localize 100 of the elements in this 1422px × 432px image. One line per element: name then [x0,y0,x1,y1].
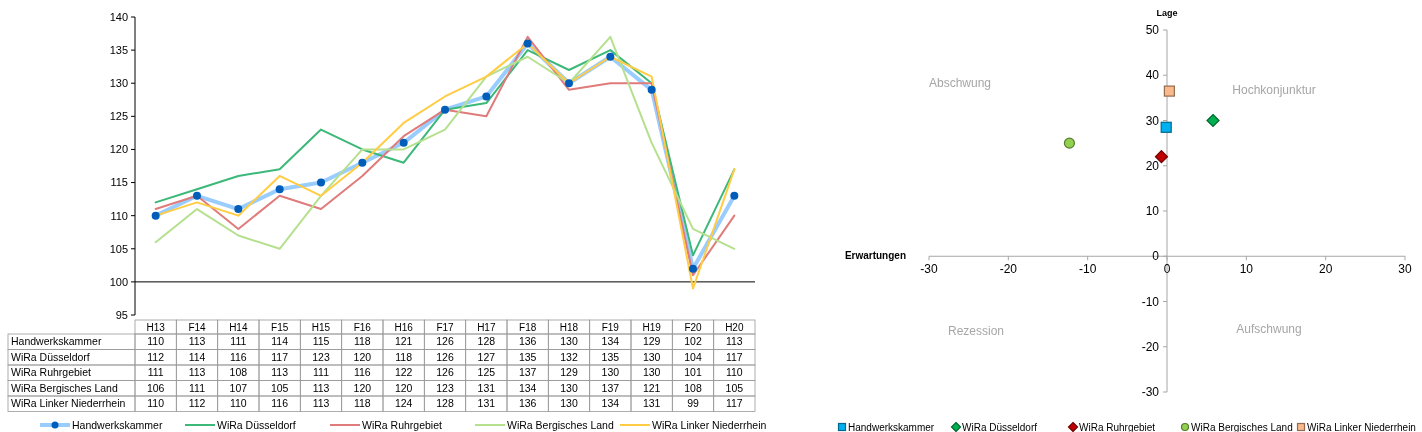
data-label: 99 [687,397,699,410]
data-label: 130 [560,381,578,394]
y-tick-label: 50 [1145,23,1160,38]
data-label: 123 [312,350,330,363]
data-label: 136 [518,397,537,410]
data-label: 126 [436,335,454,348]
x-tick-label: F14 [188,321,207,333]
text: Handwerkskammer [11,335,102,348]
y-tick-label: 125 [109,110,128,123]
data-label: 117 [725,397,743,410]
data-label: 111 [189,381,206,394]
text: WiRa Düsseldorf [11,350,90,363]
x-tick-label: -10 [1078,262,1097,277]
data-label: 110 [725,366,743,379]
data-label: 118 [353,335,371,348]
x-tick-label: H19 [642,321,662,333]
data-label: 132 [560,350,578,363]
x-tick-label: F20 [684,321,703,333]
data-label: 110 [147,397,165,410]
data-label: 120 [353,350,372,363]
y-tick-label: 110 [110,209,128,222]
data-label: 116 [353,366,371,379]
legend-label: WiRa Düsseldorf [217,419,296,431]
data-label: 128 [436,397,454,410]
data-label: 122 [394,366,413,379]
data-label: 106 [146,381,165,394]
data-label: 116 [229,350,247,363]
data-label: 111 [313,366,330,379]
data-label: 129 [560,366,578,379]
text: WiRa Linker Niederrhein [11,397,126,410]
data-label: 130 [601,366,620,379]
data-label: 130 [642,366,661,379]
data-label: 114 [271,335,289,348]
x-tick-label: 10 [1239,262,1254,277]
x-tick-label: H17 [477,321,496,333]
data-label: 134 [601,397,620,410]
data-label: 118 [353,397,371,410]
data-label: 105 [270,381,289,394]
data-label: 113 [271,366,289,379]
data-label: 130 [560,397,578,410]
legend-label: Handwerkskammer [848,422,935,432]
data-label: 108 [229,366,248,379]
data-label: 127 [477,350,496,363]
data-label: 105 [725,381,744,394]
data-label: 130 [560,335,578,348]
text: WiRa Ruhrgebiet [11,366,91,379]
x-tick-label: F16 [353,321,372,333]
data-label: 128 [477,335,496,348]
y-tick-label: 95 [115,308,128,321]
data-label: 135 [518,350,537,363]
data-label: 115 [312,335,330,348]
y-tick-label: 30 [1145,113,1160,128]
data-label: 117 [725,350,743,363]
annotation: Rezession [947,324,1005,338]
data-label: 137 [601,381,620,394]
data-label: 129 [642,335,661,348]
data-label: 134 [601,335,620,348]
x-tick-label: 20 [1318,262,1333,277]
x-tick-label: H13 [146,321,166,333]
data-label: 120 [353,381,372,394]
data-label: 124 [394,397,413,410]
y-tick-label: -30 [1141,385,1160,400]
text: WiRa Bergisches Land [11,381,118,394]
x-tick-label: H18 [559,321,579,333]
x-tick-label: F15 [271,321,289,333]
y-tick-label: 20 [1145,158,1160,173]
y-tick-label: 140 [109,10,128,23]
y-tick-label: 105 [109,242,128,255]
y-tick-label: -20 [1141,339,1160,354]
legend-label: WiRa Linker Niederrhein [652,419,767,431]
data-label: 123 [436,381,454,394]
data-label: 111 [147,366,164,379]
x-tick-label: H14 [229,321,248,333]
data-label: 136 [518,335,537,348]
data-label: 111 [230,335,247,348]
data-label: 114 [188,350,206,363]
data-label: 121 [394,335,413,348]
y-tick-label: 0 [1152,249,1160,264]
y-tick-label: 130 [109,77,128,90]
legend-label: WiRa Düsseldorf [962,422,1038,432]
data-label: 107 [229,381,248,394]
data-label: 108 [684,381,702,394]
data-label: 112 [188,397,206,410]
x-axis-title: Erwartungen [844,250,906,262]
data-label: 121 [642,381,661,394]
annotation: Hochkonjunktur [1232,83,1316,97]
x-tick-label: H16 [394,321,414,333]
legend-label: Handwerkskammer [72,419,163,431]
data-label: 116 [271,397,289,410]
legend-label: WiRa Ruhrgebiet [362,419,443,431]
y-tick-label: -10 [1141,294,1160,309]
data-label: 131 [477,381,496,394]
data-label: 117 [271,350,289,363]
data-label: 126 [436,350,454,363]
x-tick-label: 0 [1163,262,1171,277]
data-label: 104 [684,350,702,363]
x-tick-label: H20 [725,321,744,333]
y-tick-label: 10 [1145,204,1160,219]
data-label: 112 [147,350,165,363]
legend-label: WiRa Linker Niederrhein [1307,422,1416,432]
